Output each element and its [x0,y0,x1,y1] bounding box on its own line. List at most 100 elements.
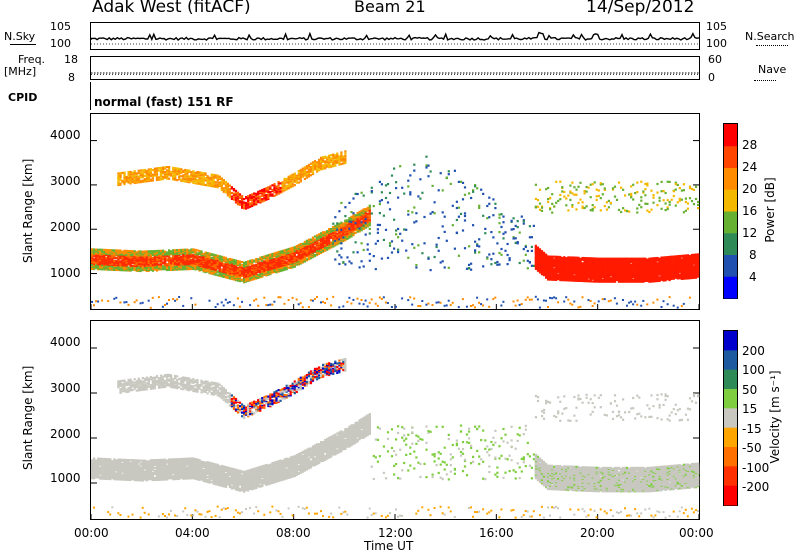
power-cell [271,188,274,191]
power-cell [133,254,136,257]
xtick-5: 20:00 [580,526,615,540]
power-cell [182,248,185,251]
power-cell [238,200,242,203]
power-cell [279,190,282,193]
power-cell [186,261,189,264]
power-cell [166,172,169,176]
power-cell [348,220,351,223]
power-cell [285,261,288,264]
power-cell [494,202,497,205]
power-cb-tick-24: 24 [742,160,758,174]
power-cell [305,241,308,244]
power-cell [190,179,193,182]
power-cell [220,188,223,192]
date-label: 14/Sep/2012 [586,0,695,17]
power-cell [147,173,150,176]
power-cell [135,251,138,254]
power-cell [575,193,578,196]
power-cell [344,157,347,160]
power-cell [226,266,229,269]
power-cell [518,261,521,265]
power-cell [204,270,207,273]
power-cell [117,174,120,177]
power-cell [354,192,357,195]
power-cell [155,176,159,179]
power-cell [121,250,124,253]
power-cell [143,254,146,257]
power-cell [214,273,217,276]
power-cell [409,193,412,196]
power-cell [275,264,278,267]
power-cell [301,306,304,309]
power-cell [123,257,126,260]
power-cell [157,169,161,172]
power-cell [313,298,316,300]
power-cell [332,242,335,245]
power-cell [194,171,197,174]
power-cell [547,200,550,204]
power-cell [496,242,499,245]
power-cell [386,183,390,186]
power-cell [368,224,371,227]
power-cell [192,170,195,173]
power-cell [91,267,94,270]
power-cell [287,175,290,178]
velocity-cb-tick-50: 50 [742,383,758,397]
power-cell [224,183,227,186]
power-cell [522,248,525,251]
power-cell [222,256,225,259]
power-cell [415,264,418,267]
power-cell [137,169,140,172]
power-cell [147,267,150,270]
power-cell [393,247,396,250]
power-cell [172,170,175,173]
power-cell [324,243,327,246]
power-cell [297,170,300,173]
power-cell [336,228,339,231]
power-cell [196,173,199,176]
power-cell [338,240,341,243]
power-colorbar-swatch [724,276,737,299]
power-cell [520,303,523,305]
power-cell [407,256,410,259]
power-cell [291,246,294,249]
power-cell [340,234,343,237]
power-cell [530,249,533,252]
power-cell [427,164,430,167]
power-cell [407,185,410,188]
power-cell [182,180,185,183]
power-cell [425,166,428,169]
power-cell [350,211,353,214]
power-cell [107,300,110,303]
power-cell [356,227,359,230]
power-cell [206,252,209,255]
power-cell [216,262,219,265]
power-cell [208,183,211,186]
power-cell [344,220,347,223]
power-cell [374,242,377,245]
power-cell [348,260,351,263]
power-cell [236,197,240,200]
power-cell [597,194,600,197]
power-cell [498,213,501,216]
power-cell [224,191,227,194]
power-cell [147,174,150,177]
power-cell [305,239,308,242]
power-cell [557,199,560,202]
power-cb-tick-4: 4 [749,270,757,284]
power-cell [309,299,312,302]
power-cell [403,192,406,195]
power-cell [236,191,240,194]
power-cell [585,190,588,193]
power-cell [220,178,223,181]
power-cell [119,182,122,185]
power-cell [500,253,503,256]
power-cell [492,298,495,301]
power-cell [297,172,300,175]
power-cell [411,303,414,306]
power-cell [220,255,223,258]
power-cell [427,257,430,260]
power-cell [390,306,393,308]
power-cell [164,166,167,169]
power-cell [581,262,584,265]
